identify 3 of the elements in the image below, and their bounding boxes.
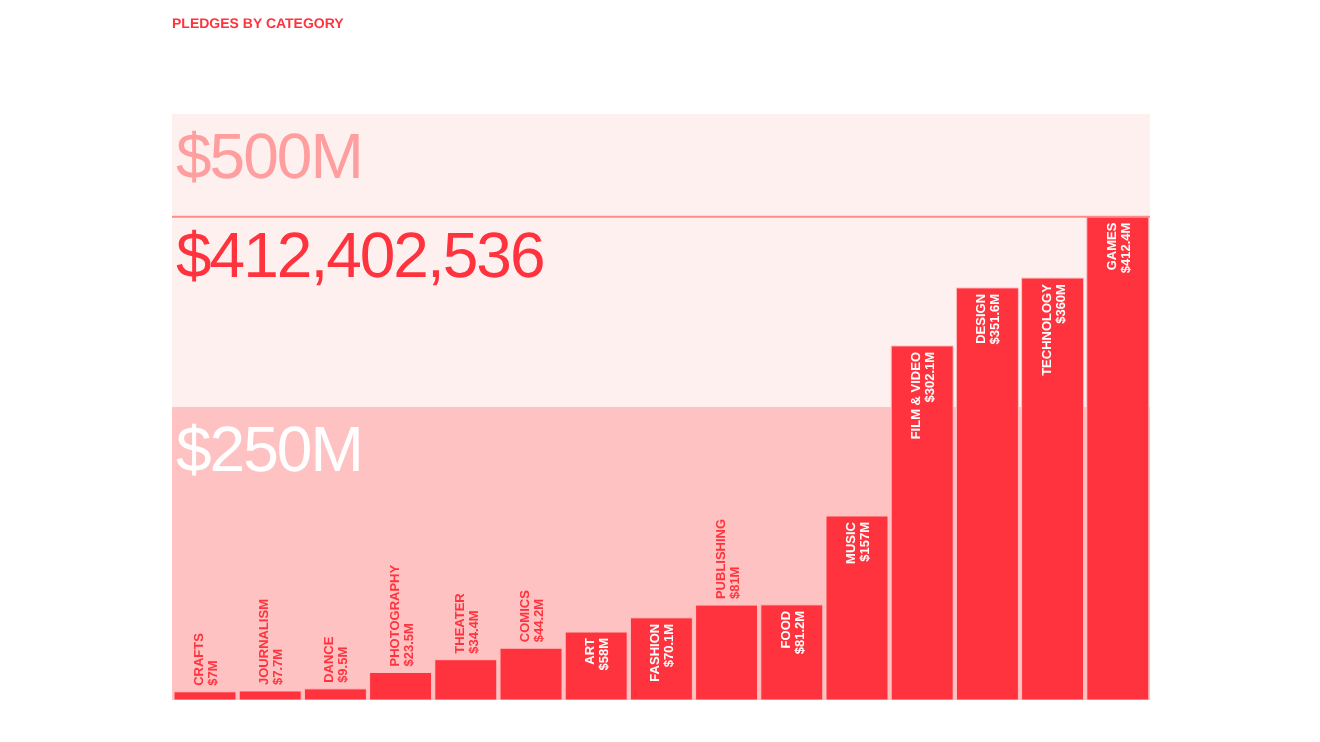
ref-line-label: $412,402,536 [176, 218, 544, 291]
band-label: $250M [176, 413, 362, 485]
band-label: $500M [176, 120, 362, 192]
